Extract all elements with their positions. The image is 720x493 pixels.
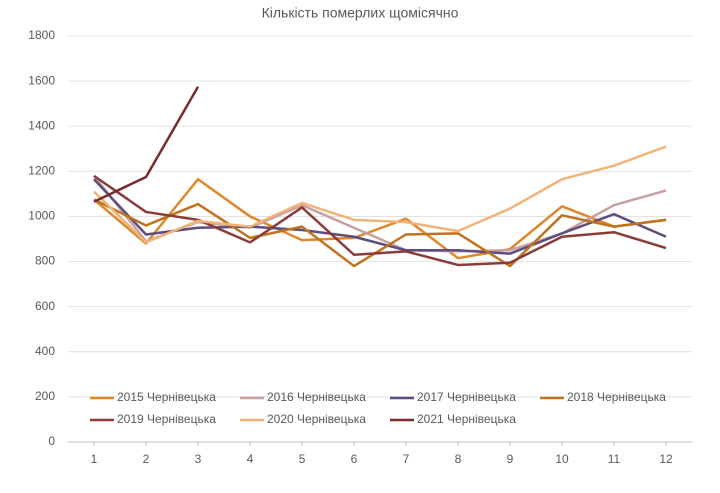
series-line: [93, 177, 667, 260]
y-tick-label: 600: [35, 299, 55, 313]
x-tick-label: 3: [195, 452, 202, 466]
legend-label: 2021 Чернівецька: [417, 412, 516, 426]
series-line: [93, 86, 200, 203]
series-line: [93, 178, 667, 255]
legend-label: 2020 Чернівецька: [267, 412, 366, 426]
series-line: [93, 174, 667, 267]
legend-label: 2018 Чернівецька: [567, 390, 666, 404]
chart-title: Кількість померлих щомісячно: [262, 5, 459, 21]
legend-label: 2015 Чернівецька: [117, 390, 216, 404]
x-tick-label: 11: [608, 452, 621, 466]
x-tick-label: 8: [455, 452, 462, 466]
x-tick-label: 4: [247, 452, 254, 466]
legend-label: 2017 Чернівецька: [417, 390, 516, 404]
x-tick-label: 9: [507, 452, 514, 466]
y-tick-label: 1400: [28, 118, 55, 132]
y-tick-label: 1000: [28, 209, 55, 223]
legend-label: 2019 Чернівецька: [117, 412, 216, 426]
y-tick-label: 1800: [28, 28, 55, 42]
y-tick-label: 800: [35, 254, 55, 268]
y-tick-label: 1200: [28, 164, 55, 178]
x-tick-label: 2: [143, 452, 150, 466]
y-tick-label: 0: [48, 434, 55, 448]
y-tick-label: 400: [35, 344, 55, 358]
y-tick-label: 200: [35, 389, 55, 403]
x-tick-label: 5: [299, 452, 306, 466]
y-tick-label: 1600: [28, 73, 55, 87]
legend-label: 2016 Чернівецька: [267, 390, 366, 404]
x-tick-label: 12: [659, 452, 673, 466]
series-line: [93, 198, 667, 268]
x-tick-label: 10: [555, 452, 569, 466]
series-line: [93, 145, 667, 244]
x-tick-label: 1: [91, 452, 98, 466]
x-tick-label: 7: [403, 452, 410, 466]
x-tick-label: 6: [351, 452, 358, 466]
